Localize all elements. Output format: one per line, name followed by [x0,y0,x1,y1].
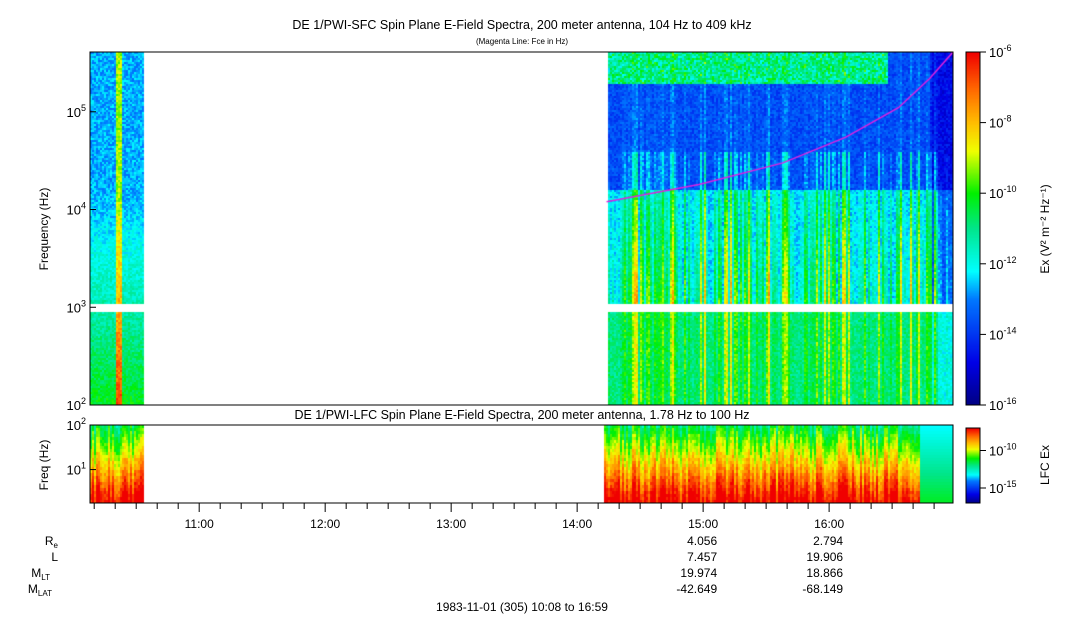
ephemeris-value: -42.649 [676,582,717,596]
sfc-title: DE 1/PWI-SFC Spin Plane E-Field Spectra,… [292,18,751,32]
sfc-spectrogram [90,52,953,405]
ephemeris-value: 19.974 [680,566,717,580]
lfc-frame [89,424,954,504]
x-tick-label: 13:00 [436,517,466,531]
lfc-colorbar-label: LFC Ex [1038,445,1052,485]
ephemeris-label: MLT [31,566,50,582]
sfc-colorbar-frame [965,51,981,406]
sfc-ytick-label: 104 [67,201,86,218]
lfc-colorbar [966,428,980,503]
sfc-ylabel: Frequency (Hz) [37,188,51,271]
sfc-frame [89,51,954,406]
lfc-title: DE 1/PWI-LFC Spin Plane E-Field Spectra,… [294,408,749,422]
lfc-ytick-label: 102 [67,416,86,433]
lfc-colorbar-frame [965,427,981,504]
sfc-subtitle: (Magenta Line: Fce in Hz) [476,37,568,46]
x-tick-label: 15:00 [688,517,718,531]
time-caption: 1983-11-01 (305) 10:08 to 16:59 [436,600,608,614]
sfc-ytick-label: 102 [67,396,86,413]
ephemeris-label: Re [45,534,59,550]
ephemeris-label: L [51,550,58,564]
ephemeris-value: -68.149 [802,582,843,596]
x-tick-label: 16:00 [814,517,844,531]
ephemeris-value: 2.794 [813,534,843,548]
lfc-ytick-label: 101 [67,461,86,478]
sfc-colorbar-tick-label: 10-8 [989,114,1011,131]
x-tick-label: 11:00 [185,517,214,531]
ephemeris-label: MLAT [28,582,52,598]
lfc-spectrogram [90,425,953,503]
sfc-colorbar-tick-label: 10-10 [989,184,1016,201]
sfc-colorbar [966,52,980,405]
ephemeris-value: 18.866 [806,566,843,580]
x-tick-label: 12:00 [310,517,340,531]
x-tick-label: 14:00 [562,517,592,531]
ephemeris-value: 19.906 [806,550,843,564]
ephemeris-value: 4.056 [687,534,717,548]
sfc-colorbar-label: Ex (V² m⁻² Hz⁻¹) [1038,184,1052,273]
lfc-colorbar-tick-label: 10-10 [989,442,1016,459]
sfc-ytick-label: 105 [67,103,86,120]
sfc-colorbar-tick-label: 10-16 [989,396,1016,413]
lfc-ylabel: Freq (Hz) [37,440,51,491]
lfc-colorbar-tick-label: 10-15 [989,479,1016,496]
sfc-colorbar-tick-label: 10-6 [989,43,1011,60]
sfc-colorbar-tick-label: 10-12 [989,255,1016,272]
sfc-colorbar-tick-label: 10-14 [989,325,1016,342]
sfc-ytick-label: 103 [67,298,86,315]
ephemeris-value: 7.457 [687,550,717,564]
